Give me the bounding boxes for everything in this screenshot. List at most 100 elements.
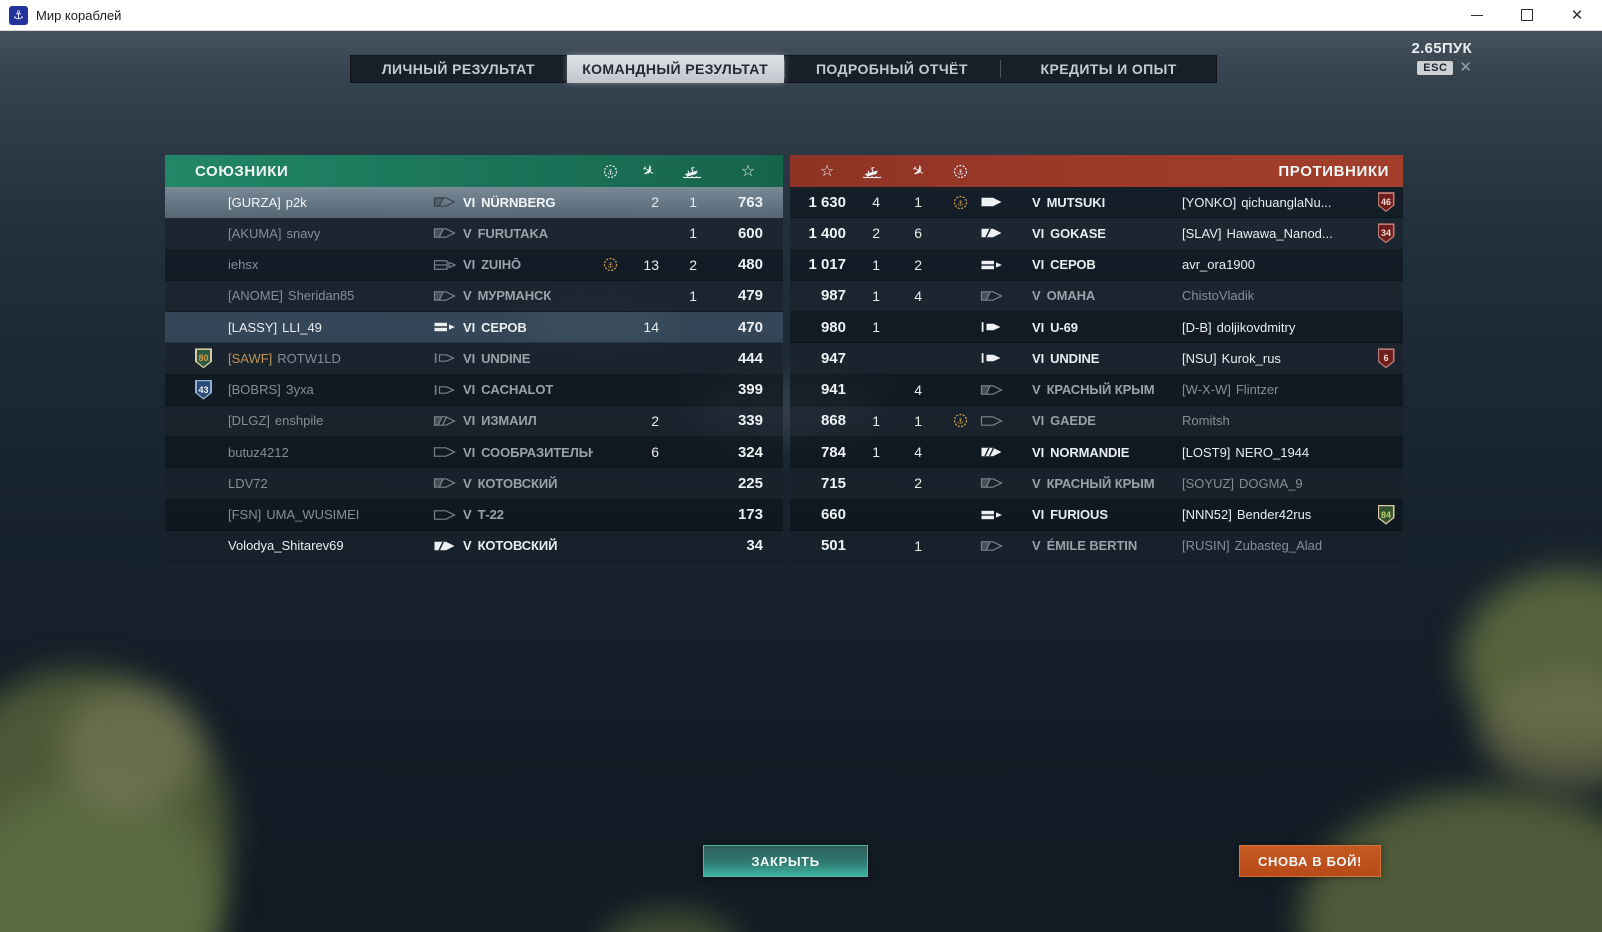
xp-value: 339: [737, 412, 763, 430]
island-decoration: [60, 690, 200, 810]
player-row[interactable]: 80 [SAWF] ROTW1LD VI UNDINE 444: [165, 343, 783, 375]
cruiser-ship-icon: [980, 476, 1032, 490]
player-row[interactable]: 784 1 4 VI NORMANDIE [LOST9] NERO_1944: [790, 437, 1403, 469]
ship-name-cell: V КРАСНЫЙ КРЫМ: [1032, 382, 1182, 397]
destroyer-ship-icon: [433, 508, 463, 522]
svg-text:⚓: ⚓: [957, 417, 964, 426]
ship-name-cell: VI NÜRNBERG: [463, 195, 593, 210]
cruiser-ship-icon: [433, 195, 463, 209]
ship-tier: VI: [1032, 225, 1045, 241]
player-row[interactable]: 1 017 1 2 VI СЕРОВ avr_ora1900: [790, 249, 1403, 281]
player-row[interactable]: 987 1 4 V OMAHA ChistoVladik: [790, 280, 1403, 312]
esc-key-hint: ESC: [1417, 60, 1454, 75]
player-name: LLI_49: [282, 319, 322, 335]
ship-tier: VI: [463, 350, 476, 366]
ship-name: ÉMILE BERTIN: [1046, 538, 1138, 554]
player-name: Bender42rus: [1236, 507, 1312, 523]
minimize-button[interactable]: [1452, 0, 1502, 30]
player-row[interactable]: [GURZA] p2k VI NÜRNBERG 2 1 763: [165, 187, 783, 219]
ship-name-cell: VI ZUIHŌ: [463, 257, 593, 272]
player-row[interactable]: 1 630 4 1 ⚓ V MUTSUKI [YONKO] qichuanglaNu... 46: [790, 187, 1403, 219]
ship-name: NORMANDIE: [1050, 444, 1130, 460]
ship-name-cell: V MUTSUKI: [1032, 195, 1182, 210]
tab-кредиты-и-опыт[interactable]: КРЕДИТЫ И ОПЫТ: [1000, 55, 1217, 83]
xp-value: 660: [820, 506, 846, 524]
player-row[interactable]: 1 400 2 6 VI GOKASE [SLAV] Hawawa_Nanod... 34: [790, 218, 1403, 250]
player-row[interactable]: [LASSY] LLI_49 VI СЕРОВ 14 470: [165, 312, 783, 344]
clan-tag: [NNN52]: [1182, 507, 1232, 523]
ship-name: NÜRNBERG: [481, 194, 556, 210]
xp-value: 980: [820, 318, 846, 336]
player-name-cell: [SAWF] ROTW1LD: [228, 351, 433, 366]
achievement-wreath-icon: ⚓: [940, 195, 980, 210]
ship-name-cell: V КРАСНЫЙ КРЫМ: [1032, 476, 1182, 491]
player-row[interactable]: 947 VI UNDINE [NSU] Kurok_rus 6: [790, 343, 1403, 375]
player-row[interactable]: [DLGZ] enshpile VI ИЗМАИЛ 2 339: [165, 405, 783, 437]
tab-личный-результат[interactable]: ЛИЧНЫЙ РЕЗУЛЬТАТ: [381, 61, 535, 77]
close-window-button[interactable]: ✕: [1552, 0, 1602, 30]
ship-tier: VI: [1032, 350, 1045, 366]
ship-tier: VI: [463, 194, 476, 210]
achievements-wreath-icon: ⚓: [940, 164, 980, 179]
tab-командный-результат[interactable]: КОМАНДНЫЙ РЕЗУЛЬТАТ: [566, 55, 784, 83]
player-row[interactable]: iehsx VI ZUIHŌ ⚓ 13 2 480: [165, 249, 783, 281]
allies-table-header: СОЮЗНИКИ ⚓ ✈ ☆: [165, 155, 783, 187]
ship-name-cell: V Т-22: [463, 507, 593, 522]
ships-destroyed-value: 2: [689, 256, 697, 273]
ship-name: СЕРОВ: [1050, 257, 1096, 273]
player-row[interactable]: [ANOME] Sheridan85 V МУРМАНСК 1 479: [165, 280, 783, 312]
player-name: p2k: [285, 194, 307, 210]
ship-name: UNDINE: [481, 350, 531, 366]
player-row[interactable]: 868 1 1 ⚓ VI GAEDE Romitsh: [790, 405, 1403, 437]
player-name: avr_ora1900: [1182, 257, 1255, 273]
planes-destroyed-value: 2: [914, 256, 922, 273]
enemies-table: ☆ ✈ ⚓ ПРОТИВНИКИ 1 630 4 1 ⚓ V MUTSUKI [YONKO] qi…: [790, 155, 1403, 562]
clan-tag: [SAWF]: [228, 350, 273, 366]
player-row[interactable]: LDV72 V КОТОВСКИЙ 225: [165, 468, 783, 500]
close-button[interactable]: ЗАКРЫТЬ: [703, 845, 868, 877]
clan-tag: [DLGZ]: [228, 413, 270, 429]
clan-badge-cell: 6: [1369, 348, 1403, 369]
clan-tag: [W-X-W]: [1182, 382, 1231, 398]
player-row[interactable]: 715 2 V КРАСНЫЙ КРЫМ [SOYUZ] DOGMA_9: [790, 468, 1403, 500]
player-row[interactable]: 941 4 V КРАСНЫЙ КРЫМ [W-X-W] Flintzer: [790, 374, 1403, 406]
player-row[interactable]: [FSN] UMA_WUSIMEI V Т-22 173: [165, 499, 783, 531]
player-name-cell: [SOYUZ] DOGMA_9: [1182, 476, 1369, 491]
player-name-cell: [D-B] doljikovdmitry: [1182, 320, 1369, 335]
player-name-cell: iehsx: [228, 257, 433, 272]
battle-again-button[interactable]: СНОВА В БОЙ!: [1239, 845, 1381, 877]
player-name: Flintzer: [1235, 382, 1279, 398]
xp-value: 501: [820, 537, 846, 555]
player-row[interactable]: 501 1 V ÉMILE BERTIN [RUSIN] Zubasteg_Alad: [790, 530, 1403, 562]
ship-tier: V: [463, 225, 472, 241]
player-row[interactable]: 43 [BOBRS] Зуха VI CACHALOT 399: [165, 374, 783, 406]
xp-value: 987: [820, 287, 846, 305]
player-row[interactable]: [AKUMA] snavy V FURUTAKA 1 600: [165, 218, 783, 250]
ship-tier: VI: [463, 257, 476, 273]
player-row[interactable]: 660 VI FURIOUS [NNN52] Bender42rus 84: [790, 499, 1403, 531]
ship-kills-icon: [669, 164, 713, 179]
player-name: Kurok_rus: [1221, 350, 1281, 366]
player-row[interactable]: butuz4212 VI СООБРАЗИТЕЛЬН… 6 324: [165, 437, 783, 469]
player-row[interactable]: Volodya_Shitarev69 V КОТОВСКИЙ 34: [165, 530, 783, 562]
tab-подробный-отчёт[interactable]: ПОДРОБНЫЙ ОТЧЁТ: [783, 55, 1001, 83]
ship-tier: V: [1032, 194, 1041, 210]
window-title: Мир кораблей: [36, 7, 122, 23]
svg-text:⚓: ⚓: [957, 198, 964, 207]
player-name-cell: avr_ora1900: [1182, 257, 1369, 272]
ship-name: OMAHA: [1046, 288, 1096, 304]
clan-rating-value: 46: [1379, 193, 1393, 211]
enemies-title: ПРОТИВНИКИ: [1278, 162, 1389, 180]
player-row[interactable]: 980 1 VI U-69 [D-B] doljikovdmitry: [790, 312, 1403, 344]
player-name: ChistoVladik: [1182, 288, 1255, 304]
clan-rating-badge: 80: [195, 348, 212, 369]
destroyer-ship-icon: [980, 414, 1032, 428]
ship-tier: V: [463, 288, 472, 304]
carrier-ship-icon: [980, 258, 1032, 272]
player-name: doljikovdmitry: [1216, 319, 1296, 335]
xp-value: 324: [737, 443, 763, 461]
ship-name-cell: VI СООБРАЗИТЕЛЬН…: [463, 445, 593, 460]
player-name: DOGMA_9: [1239, 475, 1303, 491]
maximize-button[interactable]: [1502, 0, 1552, 30]
close-results-icon[interactable]: ✕: [1459, 59, 1472, 76]
